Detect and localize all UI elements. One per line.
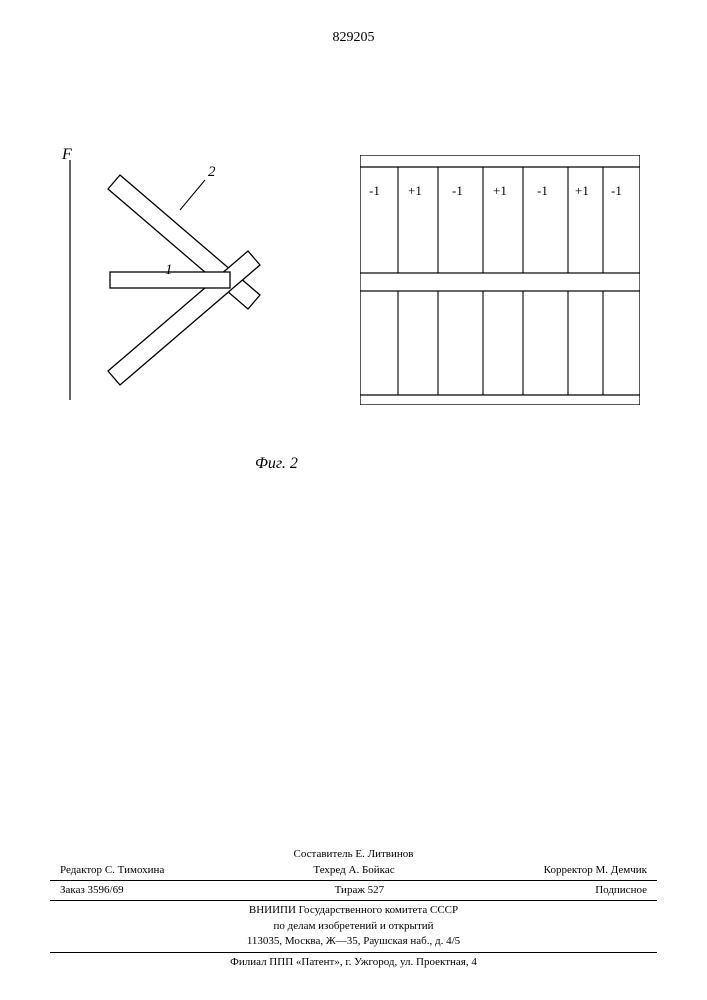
- footer-rule-1: [50, 880, 657, 881]
- col-label-2: -1: [452, 183, 463, 199]
- org-line-1: ВНИИПИ Государственного комитета СССР: [50, 903, 657, 918]
- addr-line-1: 113035, Москва, Ж—35, Раушская наб., д. …: [50, 934, 657, 949]
- col-label-3: +1: [493, 183, 507, 199]
- order-row: Заказ 3596/69 Тираж 527 Подписное: [50, 883, 657, 898]
- credits-row: Редактор С. Тимохина Техред А. Бойкас Ко…: [50, 863, 657, 878]
- addr-line-2: Филиал ППП «Патент», г. Ужгород, ул. Про…: [50, 955, 657, 970]
- left-diagram: [60, 150, 310, 410]
- callout-1: 1: [165, 262, 173, 279]
- compiler-line: Составитель Е. Литвинов: [50, 847, 657, 862]
- footer-block: Составитель Е. Литвинов Редактор С. Тимо…: [50, 847, 657, 970]
- figure-2: F 2 1 -1 +1 -1 +1 -1 +1 -1: [60, 150, 650, 450]
- footer-rule-3: [50, 952, 657, 953]
- col-label-6: -1: [611, 183, 622, 199]
- col-label-5: +1: [575, 183, 589, 199]
- org-line-2: по делам изобретений и открытий: [50, 919, 657, 934]
- col-label-4: -1: [537, 183, 548, 199]
- footer-rule-2: [50, 900, 657, 901]
- axis-label-f: F: [62, 146, 72, 164]
- col-label-0: -1: [369, 183, 380, 199]
- patent-number: 829205: [0, 30, 707, 46]
- col-label-1: +1: [408, 183, 422, 199]
- callout-2: 2: [208, 164, 216, 181]
- figure-caption: Фиг. 2: [255, 455, 298, 473]
